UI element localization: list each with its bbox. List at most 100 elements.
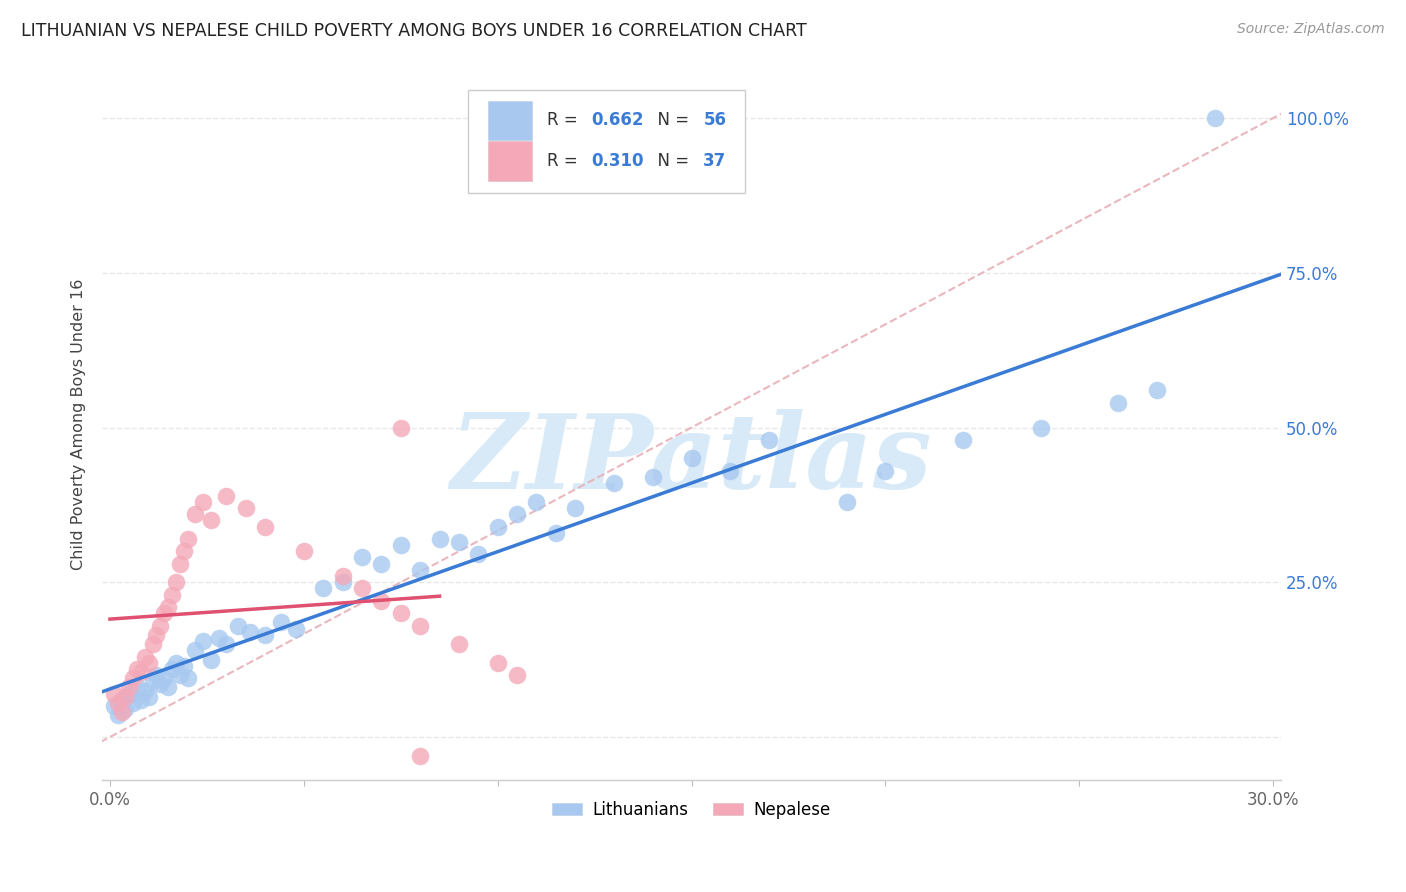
Point: [142, 674, 165, 689]
Point: [103, 699, 125, 714]
Point: [332, 575, 354, 590]
Point: [1146, 384, 1168, 398]
Text: Source: ZipAtlas.com: Source: ZipAtlas.com: [1237, 22, 1385, 37]
Point: [191, 495, 214, 509]
Point: [110, 705, 132, 719]
Point: [118, 687, 141, 701]
Point: [134, 683, 156, 698]
Point: [173, 544, 195, 558]
Point: [526, 495, 548, 509]
Point: [184, 507, 207, 521]
Point: [389, 420, 412, 434]
Point: [506, 668, 529, 682]
Point: [409, 618, 432, 632]
FancyBboxPatch shape: [468, 90, 745, 193]
Point: [370, 557, 392, 571]
Point: [486, 656, 509, 670]
Point: [184, 643, 207, 657]
Point: [114, 702, 136, 716]
Point: [160, 588, 183, 602]
Point: [285, 622, 308, 636]
Point: [718, 464, 741, 478]
Point: [129, 665, 152, 679]
Point: [641, 470, 664, 484]
Point: [835, 495, 858, 509]
Text: LITHUANIAN VS NEPALESE CHILD POVERTY AMONG BOYS UNDER 16 CORRELATION CHART: LITHUANIAN VS NEPALESE CHILD POVERTY AMO…: [21, 22, 807, 40]
Point: [118, 681, 141, 695]
Point: [254, 628, 277, 642]
Point: [238, 624, 260, 639]
Point: [207, 631, 229, 645]
Y-axis label: Child Poverty Among Boys Under 16: Child Poverty Among Boys Under 16: [72, 278, 86, 570]
Point: [138, 656, 160, 670]
Point: [103, 687, 125, 701]
Point: [200, 513, 222, 527]
Point: [110, 693, 132, 707]
Point: [129, 693, 152, 707]
Bar: [488, 101, 533, 140]
Point: [1029, 420, 1052, 434]
Point: [165, 656, 187, 670]
Text: 56: 56: [703, 112, 727, 129]
Point: [200, 652, 222, 666]
Point: [389, 538, 412, 552]
Point: [270, 615, 292, 630]
Point: [292, 544, 315, 558]
Point: [157, 681, 180, 695]
Point: [409, 748, 432, 763]
Point: [160, 662, 183, 676]
Point: [681, 451, 703, 466]
Point: [145, 668, 167, 682]
Point: [447, 637, 470, 651]
Point: [226, 618, 249, 632]
Point: [134, 649, 156, 664]
Bar: [488, 142, 533, 180]
Point: [312, 582, 335, 596]
Text: 37: 37: [703, 152, 727, 170]
Text: N =: N =: [647, 152, 695, 170]
Point: [370, 594, 392, 608]
Text: R =: R =: [547, 112, 582, 129]
Text: N =: N =: [647, 112, 695, 129]
Text: ZIPatlas: ZIPatlas: [451, 409, 932, 511]
Point: [157, 599, 180, 614]
Point: [544, 525, 567, 540]
Point: [107, 708, 129, 723]
Point: [153, 606, 176, 620]
Point: [176, 671, 198, 685]
Point: [1204, 111, 1226, 125]
Point: [173, 658, 195, 673]
Point: [215, 637, 238, 651]
Point: [127, 681, 149, 695]
Point: [350, 550, 373, 565]
Point: [142, 637, 165, 651]
Point: [169, 557, 191, 571]
Point: [952, 433, 974, 447]
Point: [165, 575, 187, 590]
Point: [332, 569, 354, 583]
Point: [169, 668, 191, 682]
Text: 0.662: 0.662: [592, 112, 644, 129]
Point: [107, 696, 129, 710]
Point: [235, 500, 257, 515]
Point: [145, 628, 167, 642]
Point: [486, 519, 509, 533]
Point: [138, 690, 160, 704]
Point: [149, 677, 172, 691]
Point: [122, 696, 145, 710]
Point: [215, 489, 238, 503]
Point: [429, 532, 451, 546]
Point: [389, 606, 412, 620]
Point: [467, 548, 489, 562]
Point: [191, 634, 214, 648]
Legend: Lithuanians, Nepalese: Lithuanians, Nepalese: [546, 794, 838, 825]
Point: [122, 671, 145, 685]
Point: [506, 507, 529, 521]
Point: [758, 433, 780, 447]
Point: [149, 618, 172, 632]
Point: [114, 690, 136, 704]
Point: [176, 532, 198, 546]
Point: [254, 519, 277, 533]
Text: 0.310: 0.310: [592, 152, 644, 170]
Point: [350, 582, 373, 596]
